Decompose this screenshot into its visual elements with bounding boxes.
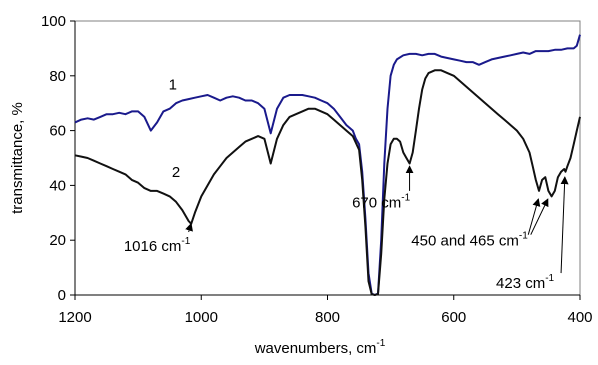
annotation-label: 1016 cm-1 xyxy=(124,236,191,255)
annotation-label-text: 670 cm xyxy=(352,194,401,211)
series-line-1 xyxy=(74,34,581,296)
annotation: 670 cm-1 xyxy=(352,165,414,211)
x-axis-title: wavenumbers, cm-1 xyxy=(254,338,386,357)
y-tick-label: 80 xyxy=(49,68,66,85)
x-tick-label: 400 xyxy=(567,309,592,326)
y-tick-label: 60 xyxy=(49,123,66,140)
x-tick-label: 600 xyxy=(441,309,466,326)
series-label-1: 1 xyxy=(169,77,177,94)
annotation-label-text: 1016 cm xyxy=(124,238,182,255)
annotation-label-text: 423 cm xyxy=(496,275,545,292)
annotation: 423 cm-1 xyxy=(496,176,569,292)
annotation-arrow xyxy=(530,198,549,235)
x-tick-label: 1200 xyxy=(58,309,91,326)
annotation-arrow xyxy=(527,198,541,235)
x-tick-label: 800 xyxy=(315,309,340,326)
annotation-label: 450 and 465 cm-1 xyxy=(411,231,528,250)
annotation-label-sup: -1 xyxy=(181,236,190,247)
labels-layer: 12 xyxy=(169,77,181,182)
annotation: 450 and 465 cm-1 xyxy=(411,198,549,250)
annotation-label-sup: -1 xyxy=(519,231,528,242)
annotation-label-text: 450 and 465 cm xyxy=(411,233,519,250)
annotation-label-sup: -1 xyxy=(401,192,410,203)
annotation-label: 423 cm-1 xyxy=(496,273,555,292)
annotation-arrow xyxy=(560,176,569,274)
y-axis: 0 20 40 60 80 100 xyxy=(41,13,76,304)
series-label-2: 2 xyxy=(172,164,180,181)
x-axis-title-sup: -1 xyxy=(376,338,385,349)
series-line-2 xyxy=(74,69,581,296)
series-layer xyxy=(74,34,581,296)
x-axis: 1200 1000 800 600 400 xyxy=(58,294,593,326)
x-axis-title-text: wavenumbers, cm xyxy=(254,340,377,357)
y-tick-label: 20 xyxy=(49,232,66,249)
annotation-label: 670 cm-1 xyxy=(352,192,411,211)
y-axis-title: transmittance, % xyxy=(9,102,26,214)
annotation-arrow xyxy=(185,222,193,233)
annotation: 1016 cm-1 xyxy=(124,222,193,255)
annotation-label-sup: -1 xyxy=(545,273,554,284)
y-tick-label: 0 xyxy=(58,287,66,304)
x-tick-label: 1000 xyxy=(185,309,218,326)
y-tick-label: 100 xyxy=(41,13,66,30)
y-tick-label: 40 xyxy=(49,177,66,194)
